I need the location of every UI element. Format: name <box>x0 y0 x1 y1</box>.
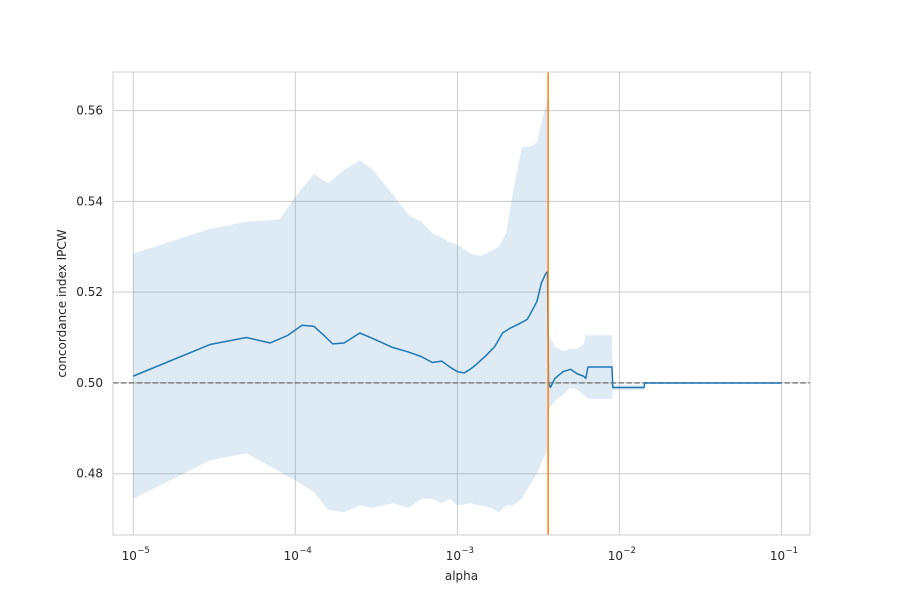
y-tick-label: 0.48 <box>76 467 103 481</box>
y-tick-label: 0.56 <box>76 104 103 118</box>
y-axis-label: concordance index IPCW <box>55 229 69 377</box>
y-ticks: 0.48 0.50 0.52 0.54 0.56 <box>76 104 103 481</box>
x-axis-label: alpha <box>445 569 478 583</box>
x-ticks: 10 −5 10 −4 10 −3 10 −2 10 −1 <box>122 546 798 563</box>
x-tick-label: 10 <box>122 549 137 563</box>
x-tick-exponent: −5 <box>137 546 150 556</box>
confidence-band <box>133 96 782 513</box>
x-tick-label: 10 <box>770 549 785 563</box>
plot-background <box>113 72 810 535</box>
x-tick-exponent: −2 <box>623 546 636 556</box>
plot-frame <box>112 71 811 536</box>
mean-line <box>132 270 782 389</box>
y-tick-label: 0.50 <box>76 376 103 390</box>
x-tick-exponent: −3 <box>461 546 474 556</box>
y-tick-label: 0.52 <box>76 285 103 299</box>
x-tick-exponent: −1 <box>785 546 798 556</box>
x-tick-exponent: −4 <box>299 546 312 556</box>
x-tick-label: 10 <box>608 549 623 563</box>
x-tick-label: 10 <box>446 549 461 563</box>
y-tick-label: 0.54 <box>76 194 103 208</box>
x-tick-label: 10 <box>284 549 299 563</box>
